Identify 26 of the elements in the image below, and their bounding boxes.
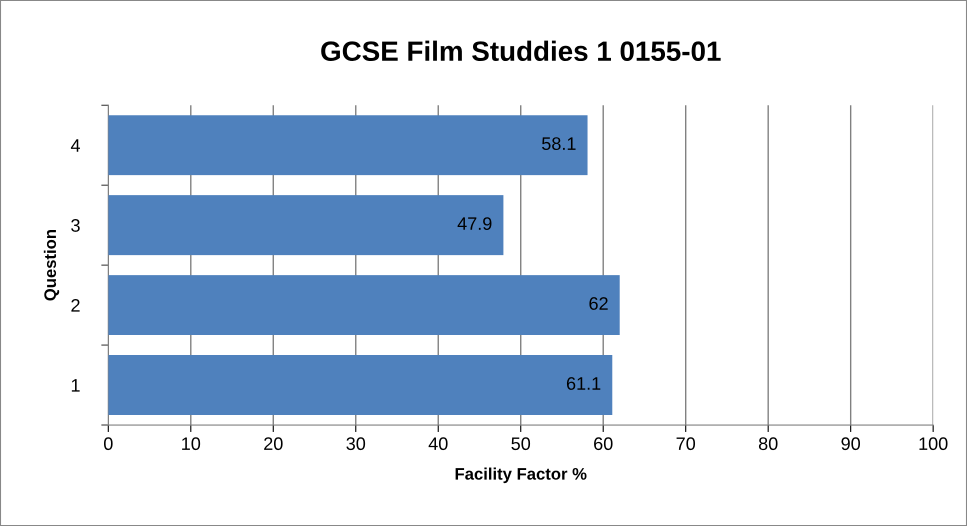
bar <box>108 195 504 256</box>
x-tick-label: 10 <box>182 437 200 450</box>
x-axis-title: Facility Factor % <box>456 468 587 484</box>
bar <box>108 275 620 336</box>
x-tick-label: 50 <box>511 437 530 450</box>
bar <box>108 115 588 176</box>
x-tick-label: 40 <box>428 437 448 450</box>
x-tick-label: 100 <box>919 437 948 450</box>
chart-title: GCSE Film Studdies 1 0155-01 <box>321 40 721 62</box>
bar <box>108 355 612 416</box>
x-tick-label: 20 <box>264 437 283 450</box>
y-tick-label: 2 <box>71 299 80 312</box>
y-axis-title: Question <box>44 230 60 301</box>
data-label: 58.1 <box>542 137 576 150</box>
x-tick-label: 0 <box>104 437 113 450</box>
x-tick-label: 80 <box>758 437 778 450</box>
x-tick-label: 30 <box>346 437 366 450</box>
y-tick-label: 4 <box>70 139 80 152</box>
x-tick-label: 60 <box>594 437 613 450</box>
x-tick-label: 90 <box>841 437 860 450</box>
y-tick-label: 1 <box>72 379 80 392</box>
x-tick-label: 70 <box>676 437 696 450</box>
data-label: 61.1 <box>566 377 600 390</box>
data-label: 47.9 <box>458 217 492 230</box>
data-label: 62 <box>589 297 608 310</box>
y-tick-label: 3 <box>71 219 80 232</box>
